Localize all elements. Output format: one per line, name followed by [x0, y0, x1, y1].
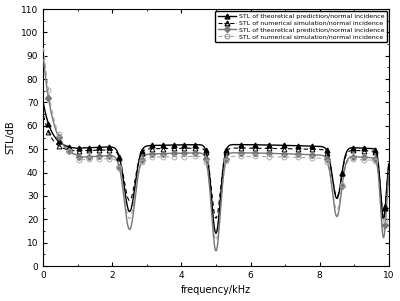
Legend: STL of theoretical prediction/normal incidence, STL of numerical simulation/norm: STL of theoretical prediction/normal inc… — [215, 11, 387, 42]
X-axis label: frequency/kHz: frequency/kHz — [181, 285, 251, 296]
Y-axis label: STL/dB: STL/dB — [6, 121, 16, 154]
